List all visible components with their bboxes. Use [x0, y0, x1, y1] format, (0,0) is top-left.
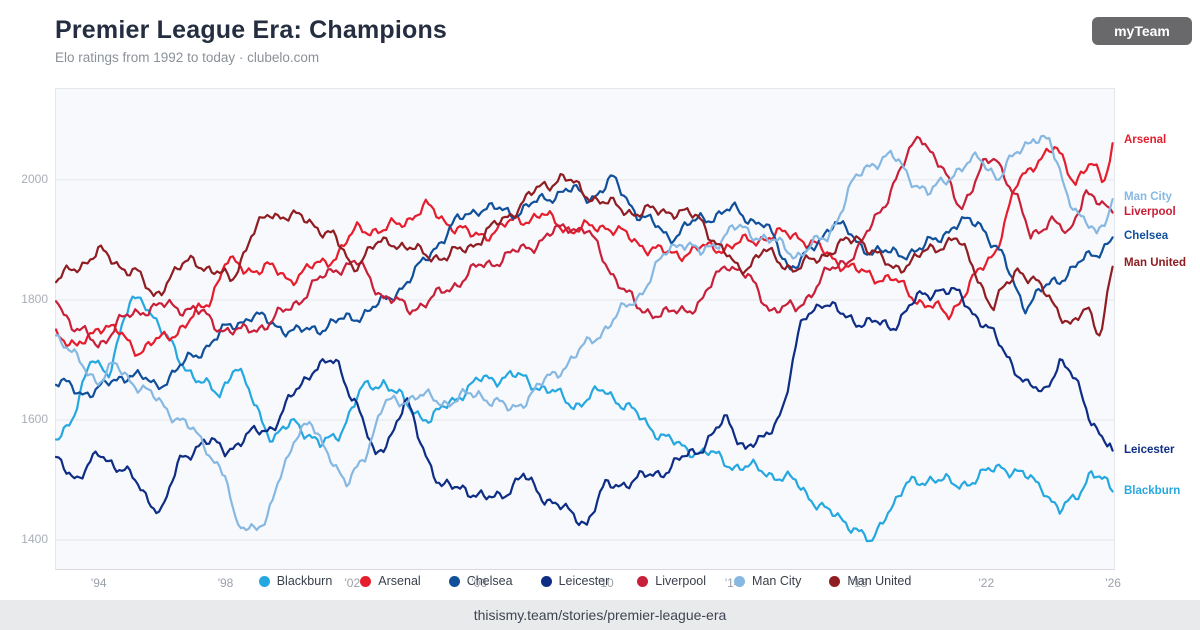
legend-dot-icon: [540, 575, 552, 587]
x-axis-label: '22: [978, 576, 995, 590]
series-line-blackburn: [55, 295, 1114, 543]
footer-bar: thisismy.team/stories/premier-league-era: [0, 600, 1200, 630]
series-label-man-united: Man United: [1124, 256, 1186, 269]
legend-dot-icon: [637, 575, 649, 587]
legend-item-man-united[interactable]: Man United: [829, 574, 911, 588]
series-label-blackburn: Blackburn: [1124, 484, 1181, 497]
legend-item-label: Arsenal: [378, 574, 421, 588]
footer-url: thisismy.team/stories/premier-league-era: [473, 607, 727, 623]
series-label-leicester: Leicester: [1124, 444, 1175, 457]
chart-canvas: [55, 134, 1115, 543]
legend-item-label: Liverpool: [655, 574, 707, 588]
series-label-arsenal: Arsenal: [1124, 133, 1167, 146]
legend-dot-icon: [258, 575, 270, 587]
series-label-man-city: Man City: [1124, 190, 1172, 203]
chart-legend: Blackburn Arsenal Chelsea Leicester Liverpoo…: [55, 574, 1115, 588]
legend-item-label: Man City: [752, 574, 802, 588]
legend-item-label: Leicester: [558, 574, 610, 588]
series-line-leicester: [55, 287, 1114, 527]
x-axis-label: '94: [90, 576, 107, 590]
x-axis-label: '98: [217, 576, 234, 590]
myteam-badge: myTeam: [1092, 17, 1192, 45]
legend-dot-icon: [734, 575, 746, 587]
x-axis-label: '18: [851, 576, 868, 590]
series-line-man-united: [55, 173, 1114, 337]
series-line-liverpool: [55, 135, 1114, 349]
series-label-liverpool: Liverpool: [1124, 205, 1176, 218]
legend-item-label: Blackburn: [276, 574, 333, 588]
legend-item-leicester[interactable]: Leicester: [540, 574, 610, 588]
legend-item-label: Chelsea: [466, 574, 513, 588]
x-axis-label: '06: [471, 576, 487, 590]
series-line-man-city: [55, 134, 1114, 532]
y-axis-label: 1800: [21, 291, 48, 306]
legend-item-liverpool[interactable]: Liverpool: [637, 574, 706, 588]
x-axis-label: '26: [1105, 576, 1121, 590]
legend-dot-icon: [360, 575, 372, 587]
legend-item-label: Man United: [847, 574, 912, 588]
x-axis-label: '02: [344, 576, 361, 590]
x-axis-label: '10: [598, 576, 614, 590]
series-line-arsenal: [55, 142, 1114, 357]
legend-dot-icon: [829, 575, 841, 587]
y-axis-label: 2000: [21, 171, 48, 186]
legend-item-arsenal[interactable]: Arsenal: [360, 574, 421, 588]
legend-dot-icon: [448, 575, 460, 587]
series-label-chelsea: Chelsea: [1124, 229, 1169, 242]
y-axis-label: 1600: [21, 411, 48, 426]
y-axis-label: 1400: [21, 531, 48, 546]
legend-item-chelsea[interactable]: Chelsea: [448, 574, 513, 588]
legend-item-blackburn[interactable]: Blackburn: [258, 574, 333, 588]
page-title: Premier League Era: Champions: [55, 16, 448, 44]
legend-item-man-city[interactable]: Man City: [734, 574, 801, 588]
page-subtitle: Elo ratings from 1992 to today · clubelo…: [55, 50, 320, 65]
